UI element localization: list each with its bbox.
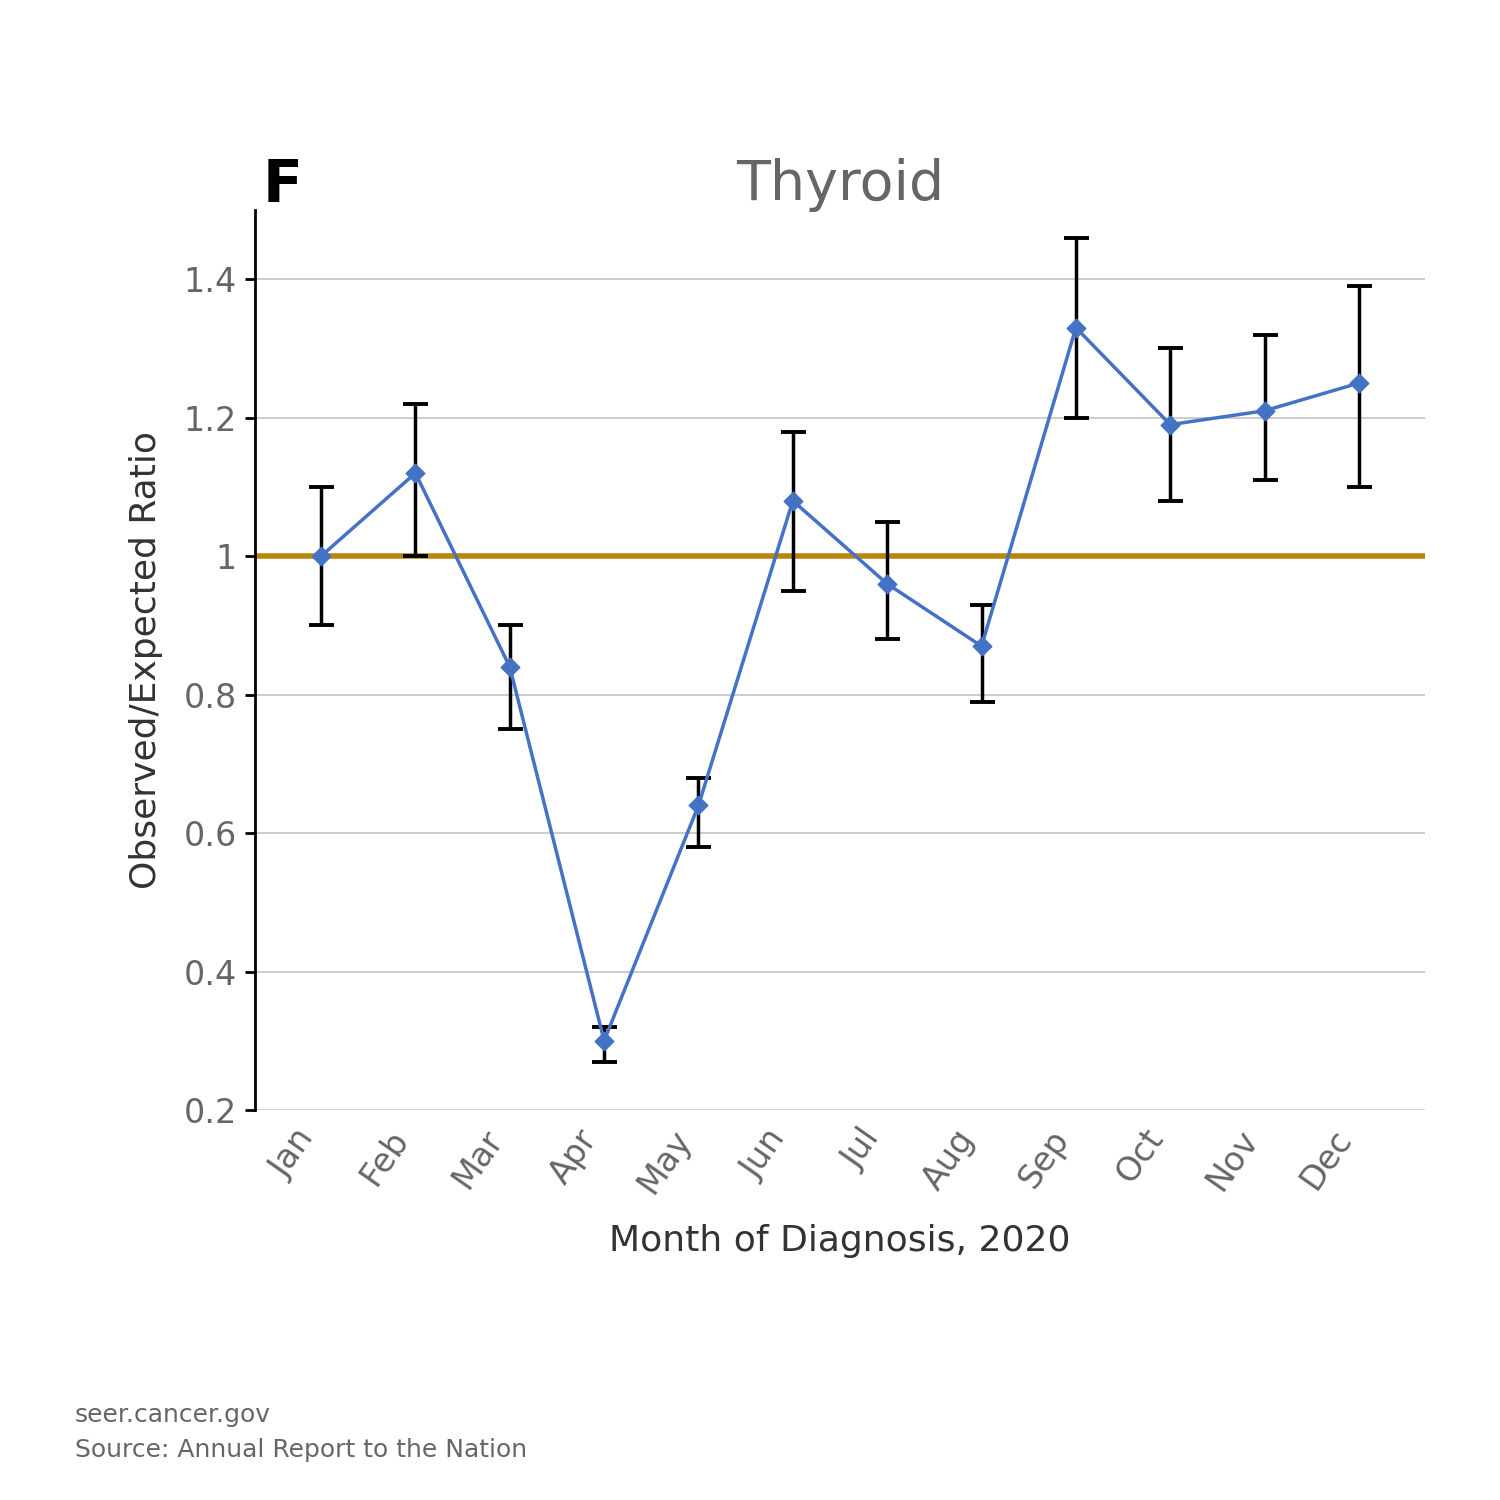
Point [874, 572, 898, 596]
Point [498, 656, 522, 680]
Text: seer.cancer.gov
Source: Annual Report to the Nation: seer.cancer.gov Source: Annual Report to… [75, 1402, 526, 1462]
Point [592, 1029, 616, 1053]
Point [687, 794, 711, 818]
Point [1347, 370, 1371, 394]
Point [309, 544, 333, 568]
Point [1158, 413, 1182, 436]
Text: Thyroid: Thyroid [736, 158, 944, 212]
Point [782, 489, 806, 513]
Point [1252, 399, 1276, 423]
Text: F: F [262, 158, 303, 214]
Point [404, 460, 427, 484]
Point [969, 634, 993, 658]
X-axis label: Month of Diagnosis, 2020: Month of Diagnosis, 2020 [609, 1224, 1071, 1257]
Point [1064, 315, 1088, 339]
Y-axis label: Observed/Expected Ratio: Observed/Expected Ratio [129, 430, 162, 890]
